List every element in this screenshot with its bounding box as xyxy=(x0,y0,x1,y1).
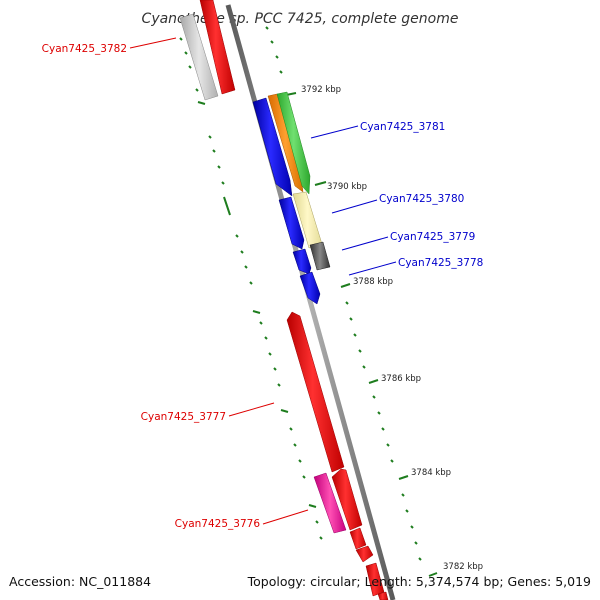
gene-label-cyan7425-3779[interactable]: Cyan7425_3779 xyxy=(390,231,475,243)
tick-label: 3788 kbp xyxy=(353,277,393,287)
gene-grey-reverse xyxy=(179,13,219,101)
gene-label-cyan7425-3781[interactable]: Cyan7425_3781 xyxy=(360,121,445,133)
gene-cyan7425-3777 xyxy=(286,311,345,473)
gene-cyan7425-3782 xyxy=(199,0,236,95)
gene-blue-2 xyxy=(278,196,305,250)
gene-red-small-3 xyxy=(355,545,374,563)
tick-label: 3792 kbp xyxy=(301,85,341,95)
gene-label-cyan7425-3776[interactable]: Cyan7425_3776 xyxy=(175,518,261,530)
gene-cyan7425-3776 xyxy=(313,472,347,534)
gene-cyan7425-3781-blue xyxy=(252,97,293,197)
gene-red-small-5 xyxy=(377,591,389,600)
gene-red-small-2 xyxy=(349,527,367,550)
tick-label: 3782 kbp xyxy=(443,562,483,572)
gene-red-small-4 xyxy=(365,562,385,597)
label-leaders xyxy=(129,37,397,525)
gene-label-cyan7425-3782[interactable]: Cyan7425_3782 xyxy=(42,43,127,55)
accession-text: Accession: NC_011884 xyxy=(9,574,151,589)
genome-summary-text: Topology: circular; Length: 5,374,574 bp… xyxy=(247,574,591,589)
map-title: Cyanothece sp. PCC 7425, complete genome xyxy=(142,11,459,27)
tick-label: 3790 kbp xyxy=(327,182,367,192)
gene-cyan7425-3779 xyxy=(309,241,331,271)
forward-strand-genes xyxy=(252,91,331,305)
gene-red-small-1 xyxy=(331,468,363,531)
inner-tick-ring xyxy=(179,37,323,540)
gene-label-cyan7425-3777[interactable]: Cyan7425_3777 xyxy=(141,411,226,423)
gene-blue-3 xyxy=(292,248,312,275)
gene-label-cyan7425-3778[interactable]: Cyan7425_3778 xyxy=(398,257,483,269)
gene-cyan7425-3778 xyxy=(299,271,321,305)
reverse-strand-genes xyxy=(179,0,389,600)
gene-label-cyan7425-3780[interactable]: Cyan7425_3780 xyxy=(379,193,464,205)
gene-cyan7425-3781 xyxy=(276,91,311,195)
outer-tick-ring xyxy=(265,26,438,577)
tick-label: 3784 kbp xyxy=(411,468,451,478)
tick-label: 3786 kbp xyxy=(381,374,421,384)
